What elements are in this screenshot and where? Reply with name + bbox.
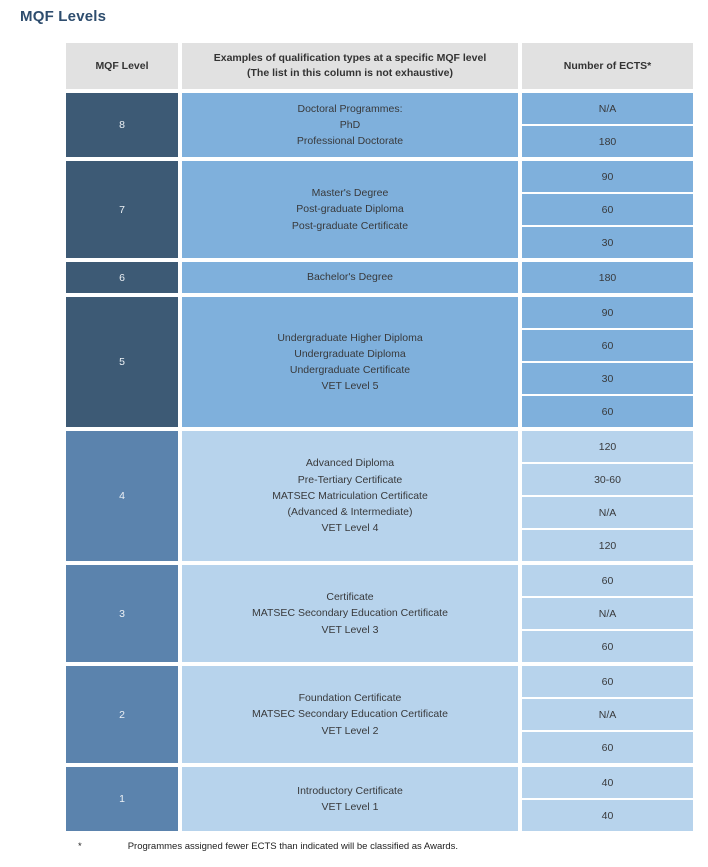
example-line: Advanced Diploma — [305, 457, 395, 470]
level-number-cell: 8 — [66, 93, 178, 157]
table-footnote: * Programmes assigned fewer ECTS than ind… — [66, 841, 708, 852]
example-line: Undergraduate Higher Diploma — [277, 331, 423, 344]
ects-value-cell: N/A — [522, 699, 693, 730]
level-number-cell: 2 — [66, 666, 178, 763]
example-line: VET Level 1 — [321, 801, 379, 813]
ects-value-cell: 60 — [522, 732, 693, 763]
mqf-levels-table: MQF Level Examples of qualification type… — [66, 43, 693, 831]
qualification-examples-cell: Master's Degree Post-graduate Diploma Post… — [182, 161, 518, 258]
example-line: MATSEC Secondary Education Certificate — [252, 708, 448, 721]
ects-value-cell: 30-60 — [522, 464, 693, 495]
mqf-level-row: 8 Doctoral Programmes: PhD Professional Do… — [66, 93, 693, 157]
level-number-cell: 5 — [66, 297, 178, 427]
ects-column: 60 N/A 60 — [522, 565, 693, 662]
example-line: PhD — [339, 118, 361, 131]
mqf-level-row: 1 Introductory Certificate VET Level 1 40… — [66, 767, 693, 831]
ects-value-cell: N/A — [522, 497, 693, 528]
level-number-cell: 7 — [66, 161, 178, 258]
ects-column: 90 60 30 — [522, 161, 693, 258]
ects-value-cell: 90 — [522, 297, 693, 328]
level-number-cell: 3 — [66, 565, 178, 662]
example-line: Undergraduate Diploma — [294, 347, 406, 360]
ects-value-cell: 60 — [522, 631, 693, 662]
ects-value-cell: 60 — [522, 565, 693, 596]
table-body: 8 Doctoral Programmes: PhD Professional Do… — [66, 93, 693, 831]
example-line: Doctoral Programmes: — [297, 102, 403, 115]
level-number-cell: 6 — [66, 262, 178, 293]
ects-value-cell: 40 — [522, 767, 693, 798]
page-title: MQF Levels — [20, 8, 107, 25]
example-line: Certificate — [326, 591, 374, 604]
example-line: Introductory Certificate — [297, 784, 403, 797]
example-line: VET Level 3 — [321, 623, 379, 636]
mqf-level-row: 4 Advanced Diploma Pre-Tertiary Certifica… — [66, 431, 693, 561]
ects-column: 180 — [522, 262, 693, 293]
ects-column: 60 N/A 60 — [522, 666, 693, 763]
column-header-examples: Examples of qualification types at a spe… — [182, 43, 518, 89]
example-line: MATSEC Secondary Education Certificate — [252, 607, 448, 620]
example-line: Post-graduate Certificate — [291, 219, 409, 232]
qualification-examples-cell: Advanced Diploma Pre-Tertiary Certificate… — [182, 431, 518, 561]
mqf-level-row: 3 Certificate MATSEC Secondary Education … — [66, 565, 693, 662]
ects-value-cell: 120 — [522, 431, 693, 462]
level-number-cell: 4 — [66, 431, 178, 561]
column-header-ects: Number of ECTS* — [522, 43, 693, 89]
ects-value-cell: 90 — [522, 161, 693, 192]
example-line: VET Level 2 — [321, 724, 379, 737]
example-line: Pre-Tertiary Certificate — [297, 473, 403, 486]
ects-value-cell: N/A — [522, 598, 693, 629]
ects-value-cell: 60 — [522, 396, 693, 427]
ects-column: 40 40 — [522, 767, 693, 831]
ects-value-cell: 60 — [522, 666, 693, 697]
ects-value-cell: N/A — [522, 93, 693, 124]
ects-column: 120 30-60 N/A 120 — [522, 431, 693, 561]
qualification-examples-cell: Introductory Certificate VET Level 1 — [182, 767, 518, 831]
example-line: VET Level 5 — [321, 380, 379, 393]
example-line: Professional Doctorate — [296, 135, 404, 148]
ects-value-cell: 120 — [522, 530, 693, 561]
ects-value-cell: 60 — [522, 330, 693, 361]
mqf-levels-page: MQF Levels MQF Level Examples of qualifi… — [0, 8, 708, 852]
example-line: (Advanced & Intermediate) — [287, 506, 413, 519]
example-line: Undergraduate Certificate — [289, 364, 411, 376]
column-header-examples-line2: (The list in this column is not exhausti… — [247, 67, 453, 79]
example-line: Foundation Certificate — [298, 692, 402, 705]
mqf-level-row: 6 Bachelor's Degree 180 — [66, 262, 693, 293]
qualification-examples-cell: Bachelor's Degree — [182, 262, 518, 293]
example-line: Bachelor's Degree — [306, 271, 394, 284]
qualification-examples-cell: Undergraduate Higher Diploma Undergraduat… — [182, 297, 518, 427]
ects-column: N/A 180 — [522, 93, 693, 157]
example-line: Post-graduate Diploma — [296, 203, 404, 216]
mqf-level-row: 5 Undergraduate Higher Diploma Undergradu… — [66, 297, 693, 427]
mqf-level-row: 2 Foundation Certificate MATSEC Secondary… — [66, 666, 693, 763]
table-header-row: MQF Level Examples of qualification type… — [66, 43, 693, 89]
column-header-mqf-level: MQF Level — [66, 43, 178, 89]
example-line: MATSEC Matriculation Certificate — [272, 489, 428, 502]
example-line: VET Level 4 — [321, 522, 379, 535]
ects-value-cell: 180 — [522, 262, 693, 293]
column-header-examples-line1: Examples of qualification types at a spe… — [213, 52, 487, 64]
example-line: Master's Degree — [311, 187, 389, 200]
footnote-marker: * — [78, 841, 82, 852]
qualification-examples-cell: Certificate MATSEC Secondary Education Ce… — [182, 565, 518, 662]
ects-value-cell: 40 — [522, 800, 693, 831]
qualification-examples-cell: Foundation Certificate MATSEC Secondary E… — [182, 666, 518, 763]
mqf-level-row: 7 Master's Degree Post-graduate Diploma Po… — [66, 161, 693, 258]
ects-value-cell: 30 — [522, 363, 693, 394]
ects-value-cell: 180 — [522, 126, 693, 157]
footnote-text: Programmes assigned fewer ECTS than indi… — [127, 841, 459, 852]
ects-column: 90 60 30 60 — [522, 297, 693, 427]
ects-value-cell: 60 — [522, 194, 693, 225]
level-number-cell: 1 — [66, 767, 178, 831]
qualification-examples-cell: Doctoral Programmes: PhD Professional Doct… — [182, 93, 518, 157]
ects-value-cell: 30 — [522, 227, 693, 258]
